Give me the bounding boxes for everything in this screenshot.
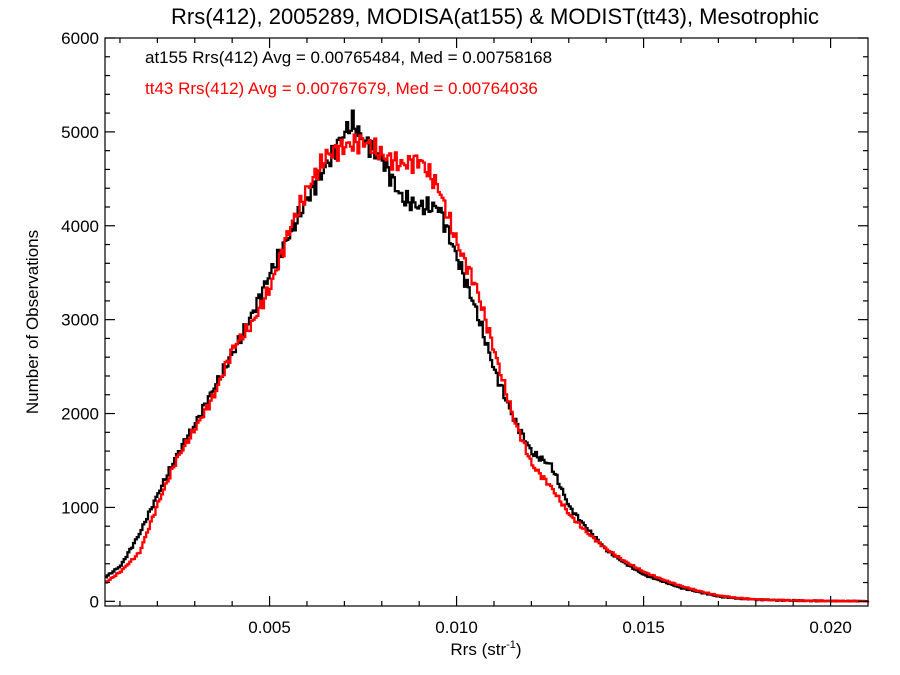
plot-frame <box>104 37 869 607</box>
y-tick-label: 4000 <box>61 217 99 236</box>
y-tick-label: 6000 <box>61 29 99 48</box>
tick-layer: 0.005 0.010 0.015 0.020 0 1000 2000 3000 4000 500… <box>61 29 868 637</box>
chart-title: Rrs(412), 2005289, MODISA(at155) & MODIS… <box>171 4 819 29</box>
legend-entry-tt43: tt43 Rrs(412) Avg = 0.00767679, Med = 0.… <box>145 79 538 98</box>
x-axis-label-main: Rrs (str <box>450 640 506 659</box>
y-tick-label: 0 <box>90 592 99 611</box>
x-tick-label: 0.015 <box>622 618 665 637</box>
x-axis-label-superscript: -1 <box>506 639 516 651</box>
series-line-tt43 <box>105 133 870 603</box>
series-line-at155 <box>105 109 870 603</box>
y-tick-label: 3000 <box>61 311 99 330</box>
x-tick-label: 0.010 <box>435 618 478 637</box>
x-tick-label: 0.020 <box>809 618 852 637</box>
y-tick-label: 5000 <box>61 123 99 142</box>
x-axis-label: Rrs (str-1) <box>450 639 521 659</box>
y-tick-label: 1000 <box>61 498 99 517</box>
y-axis-label: Number of Observations <box>23 230 42 414</box>
x-tick-label: 0.005 <box>248 618 291 637</box>
legend-entry-at155: at155 Rrs(412) Avg = 0.00765484, Med = 0… <box>145 48 552 67</box>
x-axis-label-end: ) <box>516 640 522 659</box>
series-layer <box>105 109 870 603</box>
y-tick-label: 2000 <box>61 405 99 424</box>
